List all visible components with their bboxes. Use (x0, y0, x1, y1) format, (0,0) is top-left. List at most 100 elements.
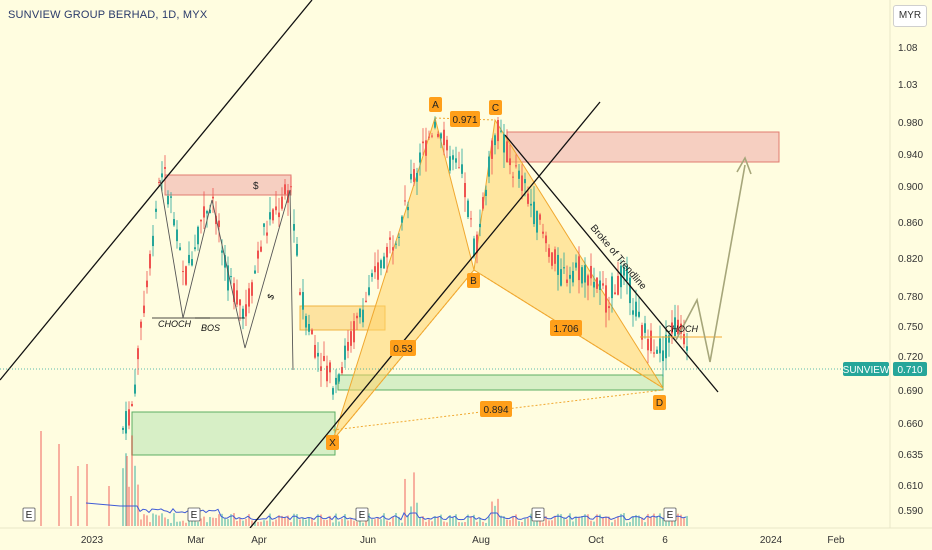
candle-body (410, 173, 412, 180)
point-label-d: D (653, 395, 666, 410)
volume-bar (446, 522, 448, 526)
candle-body (566, 279, 568, 283)
earnings-marker[interactable]: E (355, 507, 369, 522)
volume-bar (542, 522, 544, 526)
volume-bar (512, 515, 514, 526)
candle-body (278, 212, 280, 218)
volume-bar (410, 506, 412, 526)
volume-bar (659, 513, 661, 526)
candle-body (476, 234, 478, 254)
candle-body (143, 305, 145, 314)
candle-body (158, 181, 160, 183)
candle-body (173, 219, 175, 226)
price-tick-label: 0.590 (898, 506, 923, 517)
time-tick-label: 2024 (760, 535, 783, 546)
point-label-d-text: D (656, 398, 663, 409)
candle-body (434, 121, 436, 128)
candle-body (560, 269, 562, 286)
candle-body (341, 367, 343, 374)
volume-bar (653, 513, 655, 526)
candle-body (500, 130, 502, 132)
volume-bar (140, 519, 142, 526)
volume-bar (644, 522, 646, 526)
candle-body (176, 229, 178, 242)
candle-body (557, 254, 559, 275)
candle-body (482, 197, 484, 209)
candle-body (635, 301, 637, 317)
volume-bar (323, 519, 325, 526)
candle-body (164, 167, 166, 169)
candle-body (680, 323, 682, 334)
volume-bar (269, 513, 271, 526)
volume-bar (434, 516, 436, 526)
earnings-marker[interactable]: E (187, 507, 201, 522)
volume-bar (581, 516, 583, 526)
time-axis: 2023 Mar Apr Jun Aug Oct 6 2024 Feb (81, 535, 845, 546)
candle-body (281, 196, 283, 209)
candle-body (134, 384, 136, 394)
volume-bar (368, 513, 370, 526)
volume-bar (500, 515, 502, 526)
volume-bar (608, 516, 610, 526)
volume-bar (152, 513, 154, 526)
price-axis: 1.08 1.03 0.980 0.940 0.900 0.860 0.820 0.780 0.… (898, 43, 923, 517)
volume-bar (275, 519, 277, 526)
volume-bar (170, 522, 172, 526)
volume-bar (227, 519, 229, 526)
volume-bar (428, 519, 430, 526)
price-tick-label: 0.900 (898, 182, 923, 193)
candle-body (329, 362, 331, 373)
candle-body (152, 235, 154, 247)
volume-bar (359, 520, 361, 526)
ratio-label-ac: 0.971 (450, 111, 480, 127)
volume-bar (629, 521, 631, 526)
candle-body (209, 209, 211, 214)
last-price-tag: SUNVIEW 0.710 (843, 362, 927, 376)
volume-bar (392, 516, 394, 526)
earnings-marker[interactable]: E (663, 507, 677, 522)
volume-bar (371, 519, 373, 526)
volume-bar (191, 519, 193, 526)
earnings-marker-text: E (26, 510, 33, 521)
time-tick-label: Mar (187, 535, 205, 546)
candle-body (308, 323, 310, 332)
liquidity-label-mid: $ (265, 292, 276, 301)
candle-body (302, 292, 304, 310)
candle-body (542, 231, 544, 234)
earnings-marker[interactable]: E (22, 507, 36, 522)
candle-body (611, 276, 613, 299)
volume-bar (251, 520, 253, 526)
volume-bar (482, 521, 484, 526)
candle-body (497, 120, 499, 142)
candle-body (641, 325, 643, 340)
volume-bar (467, 514, 469, 526)
candle-body (155, 208, 157, 212)
volume-bar (464, 522, 466, 526)
volume-bar (284, 517, 286, 526)
candle-body (443, 129, 445, 146)
volume-bar (686, 515, 688, 526)
volume-bar (329, 515, 331, 526)
candle-body (572, 270, 574, 283)
candle-body (314, 344, 316, 358)
candle-body (413, 169, 415, 182)
price-tick-label: 1.03 (898, 80, 918, 91)
candle-body (245, 304, 247, 317)
volume-bar (476, 521, 478, 526)
earnings-marker-text: E (191, 510, 198, 521)
volume-bar (257, 521, 259, 526)
candle-body (320, 366, 322, 371)
candle-body (230, 276, 232, 278)
volume-bar (338, 521, 340, 526)
volume-bar (308, 517, 310, 526)
ratio-label-xd: 0.894 (480, 401, 512, 417)
currency-button[interactable]: MYR (893, 5, 927, 27)
candle-body (212, 196, 214, 199)
candle-body (359, 308, 361, 318)
volume-bar (479, 517, 481, 526)
volume-bar (440, 514, 442, 526)
candle-body (530, 203, 532, 206)
earnings-marker[interactable]: E (531, 507, 545, 522)
choch-label-right: CHOCH (665, 324, 698, 334)
